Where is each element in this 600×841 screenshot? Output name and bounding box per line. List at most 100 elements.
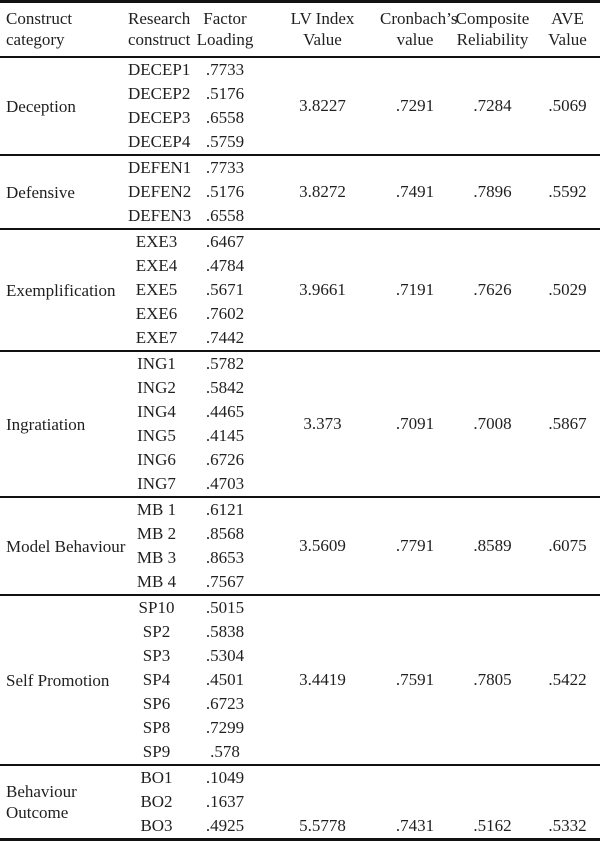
- table-row: SP3 .5304: [0, 644, 600, 668]
- construct-cell: DEFEN1: [128, 154, 191, 180]
- construct-cell: EXE4: [135, 256, 178, 275]
- table-row: EXE6 .7602: [0, 302, 600, 326]
- loading-cell: .7299: [205, 718, 245, 737]
- construct-cell: ING7: [137, 474, 176, 493]
- loading-cell: .8653: [205, 548, 245, 567]
- table-row: EXE7 .7442: [0, 326, 600, 351]
- table-row: DECEP4 .5759: [0, 130, 600, 155]
- ave-cell: .5422: [535, 594, 600, 765]
- table-row: DEFEN3 .6558: [0, 204, 600, 229]
- table-row: Self Promotion SP10.5015 3.4419.7591.7805.…: [0, 594, 600, 765]
- construct-cell: DEFEN2: [128, 182, 192, 201]
- table-row: MB 4 .7567: [0, 570, 600, 595]
- construct-cell: SP3: [142, 646, 171, 665]
- loading-cell: .4501: [205, 670, 245, 689]
- table-row: EXE4 .4784: [0, 254, 600, 278]
- cronbachs-cell: .7191: [380, 228, 450, 351]
- construct-cell: BO3: [140, 816, 173, 835]
- loading-cell: .5759: [205, 132, 245, 151]
- construct-cell: DECEP1: [128, 56, 190, 82]
- loading-cell: .7733: [185, 56, 265, 82]
- table-row: ING6 .6726: [0, 448, 600, 472]
- table-body: Deception DECEP1.7733 3.8227.7291.7284.506…: [0, 56, 600, 840]
- table-row: BO2 .1637: [0, 790, 600, 814]
- table-row: SP9 .578: [0, 740, 600, 765]
- construct-cell: MB 4: [136, 572, 177, 591]
- table-row: Behaviour Outcome BO1.1049 5.5778.7431.516…: [0, 764, 600, 840]
- category-cell: Behaviour Outcome: [0, 764, 128, 840]
- lv-index-cell: 3.9661: [265, 228, 380, 351]
- construct-cell: SP10: [128, 594, 185, 620]
- loading-cell: .6467: [185, 228, 265, 254]
- composite-reliability-cell: .7805: [450, 594, 535, 765]
- table-row: ING4 .4465: [0, 400, 600, 424]
- loading-cell: .4925: [205, 816, 245, 835]
- table-row: ING7 .4703: [0, 472, 600, 497]
- ave-cell: .6075: [535, 496, 600, 595]
- table-header: Construct category Research construct Fa…: [0, 0, 600, 58]
- construct-cell: ING5: [137, 426, 176, 445]
- loading-cell: .5782: [185, 350, 265, 376]
- table-row: SP4 .4501: [0, 668, 600, 692]
- composite-reliability-cell: .5162: [450, 764, 535, 840]
- loading-cell: .6121: [185, 496, 265, 522]
- table-row: DECEP3 .6558: [0, 106, 600, 130]
- cronbachs-cell: .7791: [380, 496, 450, 595]
- lv-index-cell: 3.8272: [265, 154, 380, 229]
- table-row: Defensive DEFEN1.7733 3.8272.7491.7896.559…: [0, 154, 600, 229]
- construct-cell: SP9: [142, 742, 171, 761]
- ave-cell: .5069: [535, 56, 600, 155]
- category-cell: Deception: [0, 56, 128, 155]
- construct-cell: ING4: [137, 402, 176, 421]
- construct-cell: BO2: [140, 792, 173, 811]
- construct-cell: BO1: [128, 764, 185, 790]
- loading-cell: .6723: [205, 694, 245, 713]
- cronbachs-cell: .7091: [380, 350, 450, 497]
- ave-cell: .5029: [535, 228, 600, 351]
- construct-cell: DEFEN3: [128, 206, 192, 225]
- ave-cell: .5592: [535, 154, 600, 229]
- loading-cell: .5176: [205, 182, 245, 201]
- construct-cell: ING6: [137, 450, 176, 469]
- table-row: DEFEN2 .5176: [0, 180, 600, 204]
- table-row: SP8 .7299: [0, 716, 600, 740]
- loading-cell: .8568: [205, 524, 245, 543]
- category-cell: Model Behaviour: [0, 496, 128, 595]
- construct-cell: EXE7: [135, 328, 178, 347]
- loading-cell: .4465: [205, 402, 245, 421]
- construct-cell: MB 2: [136, 524, 177, 543]
- table-row: MB 3 .8653: [0, 546, 600, 570]
- construct-cell: MB 3: [136, 548, 177, 567]
- loading-cell: .5176: [205, 84, 245, 103]
- header-composite-reliability: Composite Reliability: [450, 0, 535, 58]
- loading-cell: .7567: [205, 572, 245, 591]
- loading-cell: .4703: [205, 474, 245, 493]
- construct-cell: DECEP2: [128, 84, 191, 103]
- category-cell: Self Promotion: [0, 594, 128, 765]
- lv-index-cell: 3.5609: [265, 496, 380, 595]
- lv-index-cell: 3.4419: [265, 594, 380, 765]
- composite-reliability-cell: .7896: [450, 154, 535, 229]
- category-cell: Exemplification: [0, 228, 128, 351]
- loading-cell: .5838: [205, 622, 245, 641]
- loading-cell: .7442: [205, 328, 245, 347]
- construct-cell: DECEP4: [128, 132, 191, 151]
- cronbachs-cell: .7491: [380, 154, 450, 229]
- table-row: ING2 .5842: [0, 376, 600, 400]
- header-lv-index-value: LV Index Value: [265, 0, 380, 58]
- construct-cell: SP8: [142, 718, 171, 737]
- construct-cell: ING1: [128, 350, 185, 376]
- category-cell: Defensive: [0, 154, 128, 229]
- construct-cell: MB 1: [128, 496, 185, 522]
- header-row: Construct category Research construct Fa…: [0, 0, 600, 58]
- table-row: BO3 .4925: [0, 814, 600, 840]
- table-row: SP2 .5838: [0, 620, 600, 644]
- construct-cell: DECEP3: [128, 108, 191, 127]
- table-row: Model Behaviour MB 1.6121 3.5609.7791.8589…: [0, 496, 600, 595]
- construct-cell: SP2: [142, 622, 171, 641]
- lv-index-cell: 3.373: [265, 350, 380, 497]
- loading-cell: .7733: [185, 154, 265, 180]
- loading-cell: .5671: [205, 280, 245, 299]
- loading-cell: .1049: [185, 764, 265, 790]
